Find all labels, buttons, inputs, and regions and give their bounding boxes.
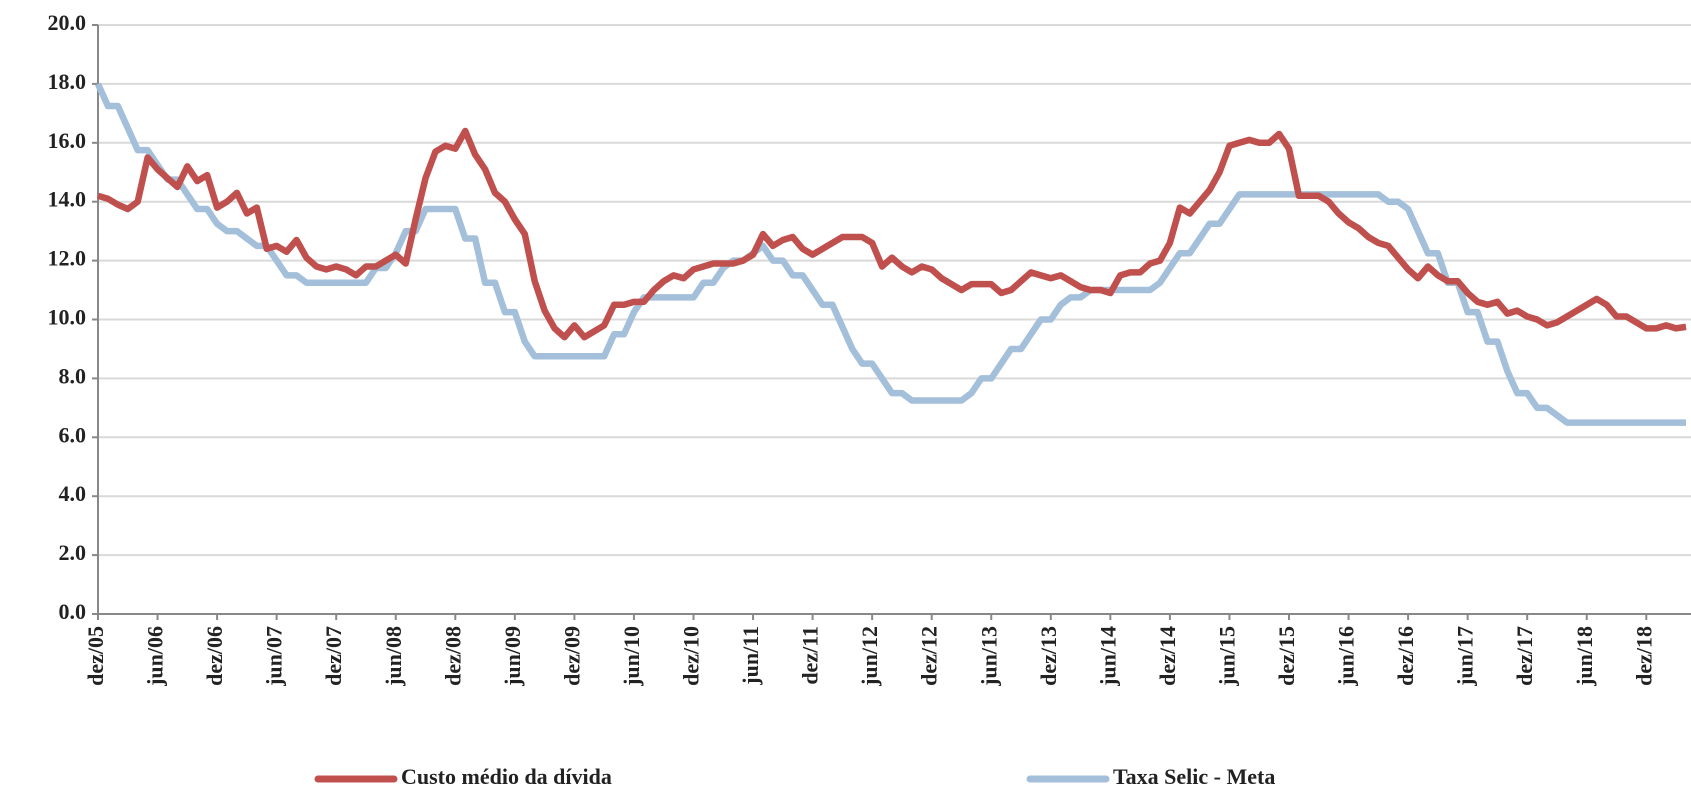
x-tick-label: dez/10 — [679, 626, 704, 686]
y-tick-label: 20.0 — [48, 10, 87, 35]
x-tick-label: dez/18 — [1631, 626, 1656, 686]
y-tick-label: 14.0 — [48, 187, 87, 212]
y-tick-label: 6.0 — [59, 422, 87, 447]
x-tick-label: jun/08 — [381, 626, 406, 687]
y-tick-label: 16.0 — [48, 128, 87, 153]
series-line — [97, 127, 1687, 341]
x-tick-label: jun/10 — [619, 626, 644, 687]
x-tick-label: jun/09 — [500, 626, 525, 687]
series-line — [95, 82, 1686, 426]
x-tick-label: dez/16 — [1393, 626, 1418, 686]
x-tick-label: jun/13 — [976, 626, 1001, 687]
x-tick-label: dez/11 — [798, 626, 823, 685]
x-tick-label: dez/08 — [440, 626, 465, 686]
x-tick-label: dez/09 — [559, 626, 584, 686]
y-tick-label: 12.0 — [48, 246, 87, 271]
x-tick-label: jun/17 — [1453, 626, 1478, 687]
x-tick-label: jun/14 — [1095, 626, 1120, 687]
x-tick-label: dez/07 — [321, 626, 346, 686]
legend-label: Custo médio da dívida — [401, 764, 612, 789]
x-tick-label: dez/05 — [83, 626, 108, 686]
legend-label: Taxa Selic - Meta — [1113, 764, 1275, 789]
x-tick-label: jun/07 — [262, 626, 287, 687]
x-tick-label: dez/14 — [1155, 626, 1180, 686]
x-tick-label: jun/06 — [143, 626, 168, 687]
y-tick-label: 18.0 — [48, 69, 87, 94]
x-tick-label: dez/12 — [917, 626, 942, 686]
x-tick-label: jun/12 — [857, 626, 882, 687]
x-tick-label: dez/15 — [1274, 626, 1299, 686]
y-tick-label: 10.0 — [48, 305, 87, 330]
x-tick-label: dez/06 — [202, 626, 227, 686]
x-tick-label: jun/18 — [1572, 626, 1597, 687]
y-tick-label: 8.0 — [59, 363, 87, 388]
x-tick-label: dez/13 — [1036, 626, 1061, 686]
y-tick-label: 2.0 — [59, 540, 87, 565]
x-tick-label: jun/11 — [738, 626, 763, 686]
x-tick-label: jun/15 — [1214, 626, 1239, 687]
y-tick-label: 4.0 — [59, 481, 87, 506]
x-tick-label: dez/17 — [1512, 626, 1537, 686]
x-tick-label: jun/16 — [1334, 626, 1359, 687]
y-tick-label: 0.0 — [59, 599, 87, 624]
